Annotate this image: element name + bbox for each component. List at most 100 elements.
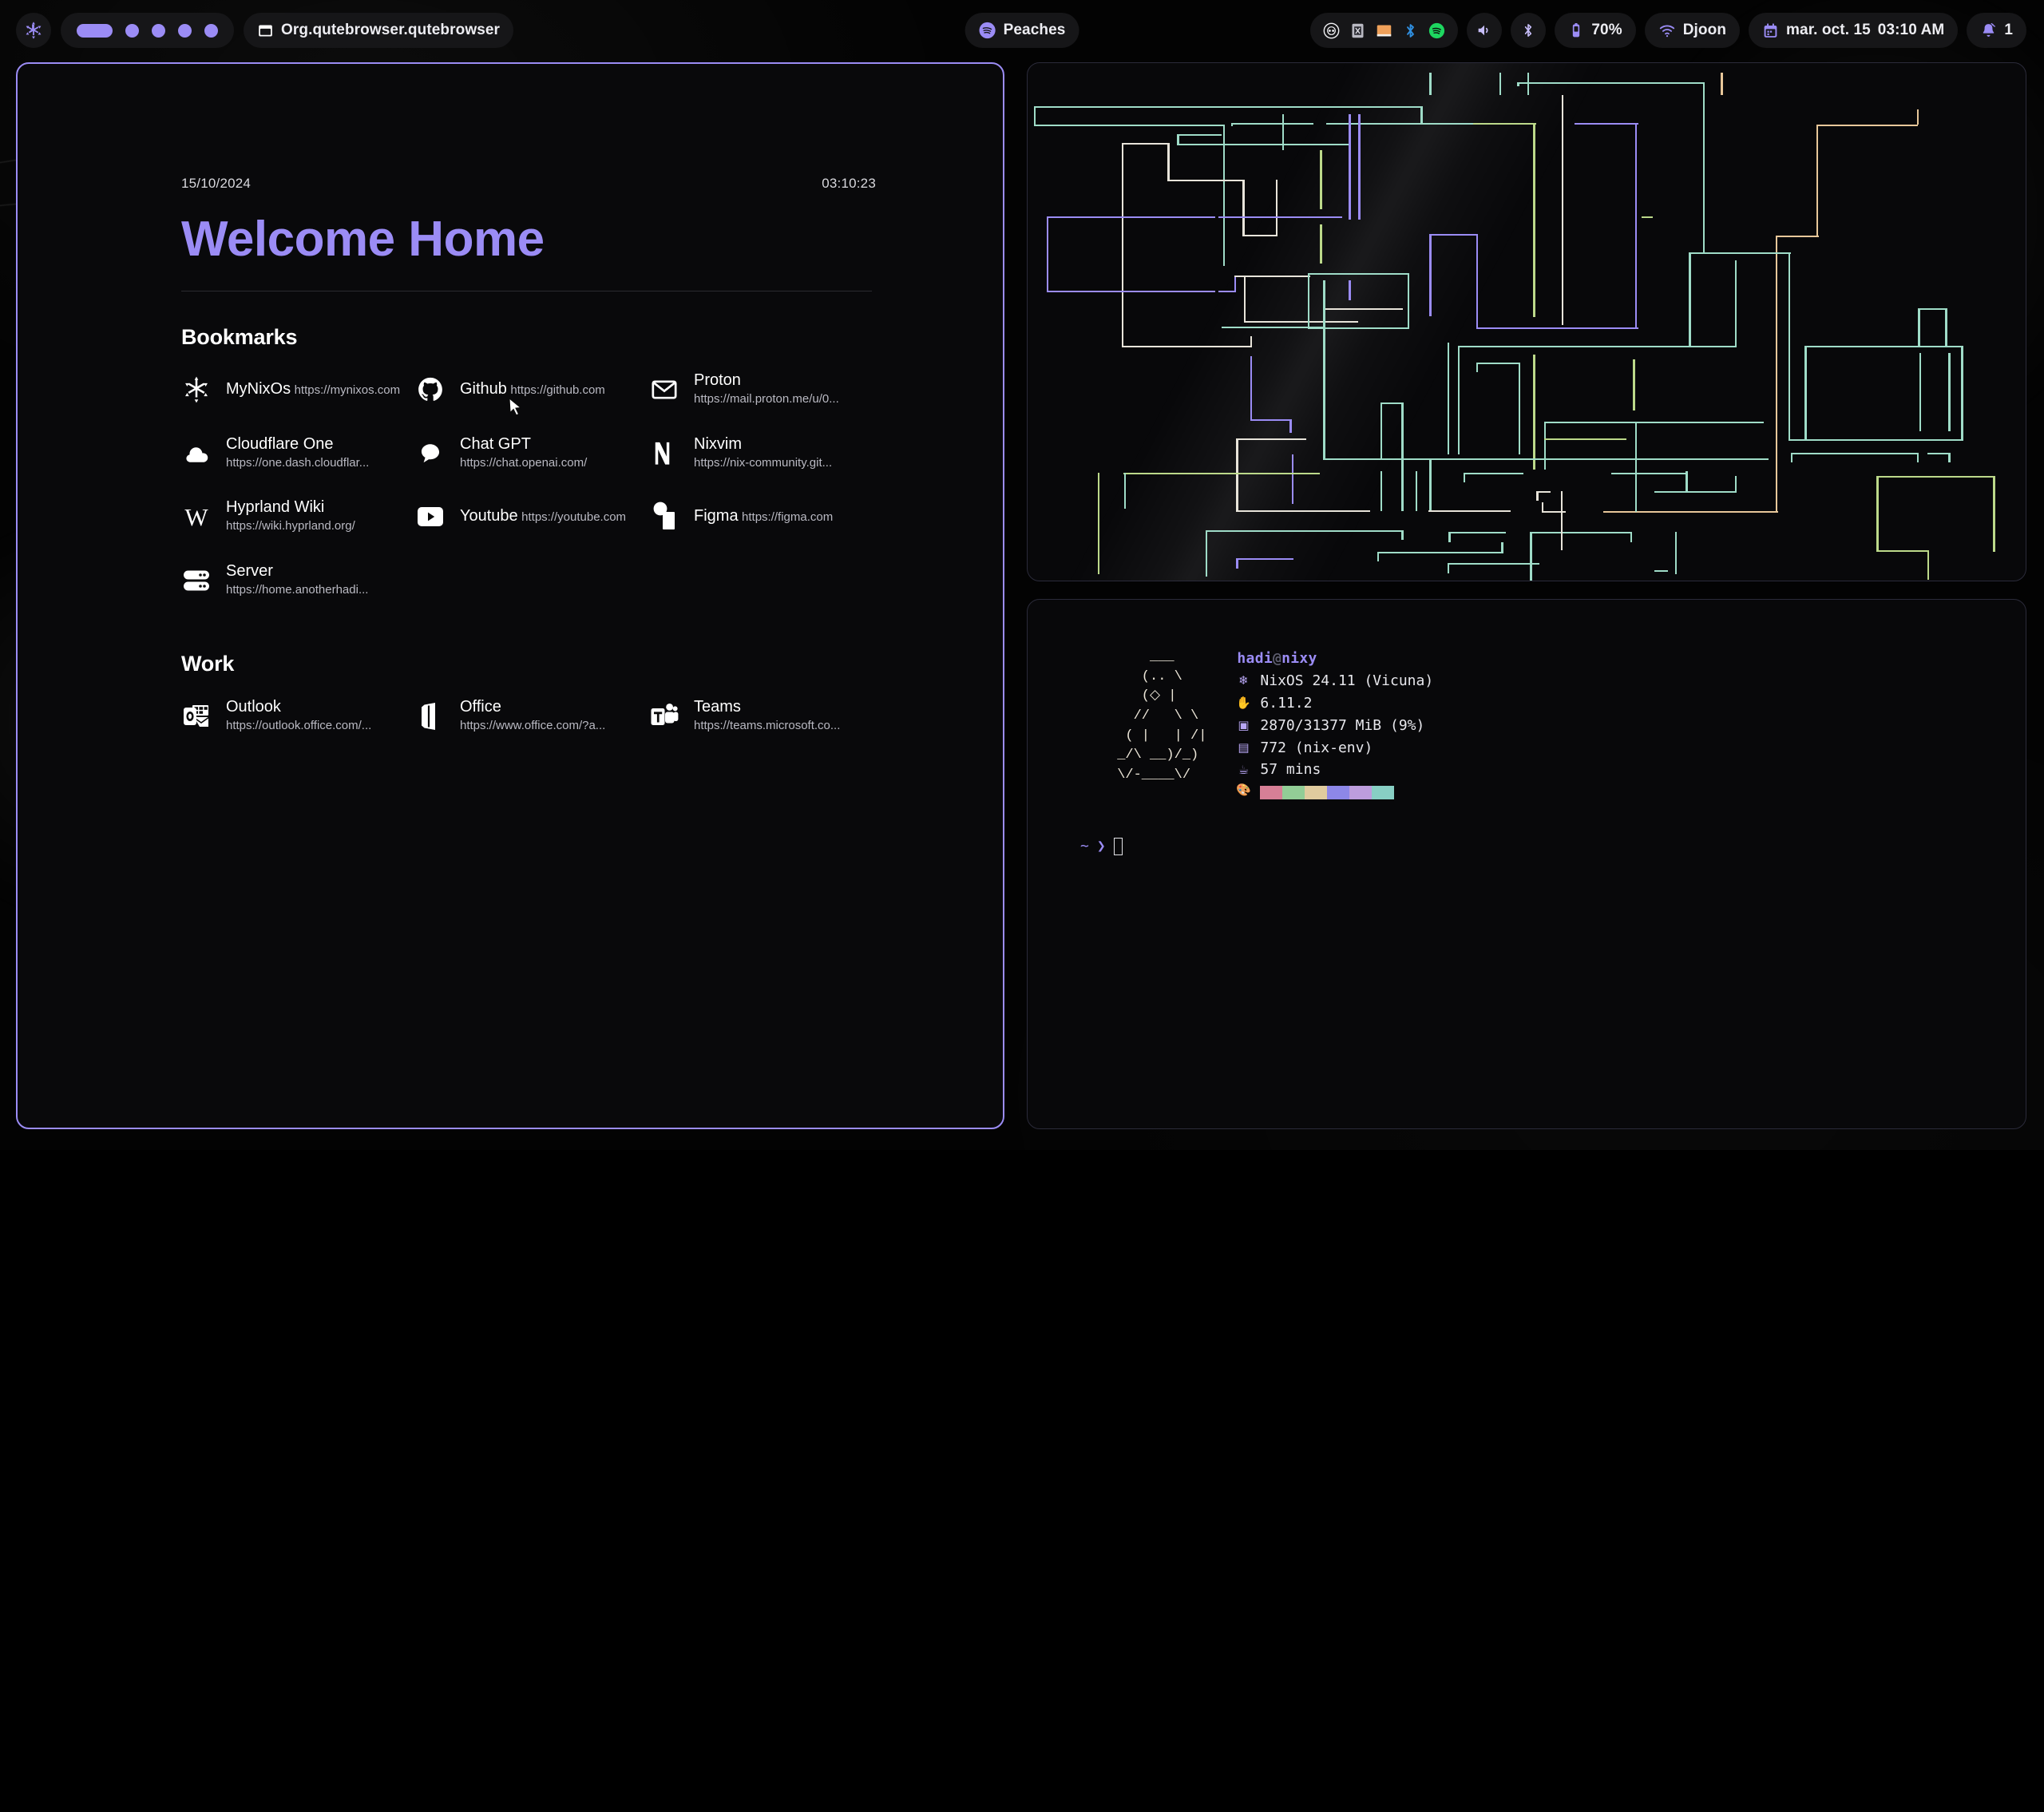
clock-widget[interactable]: mar. oct. 15 03:10 AM [1749, 13, 1958, 48]
system-tray[interactable] [1310, 13, 1458, 48]
launcher-button[interactable] [16, 13, 51, 48]
pipe-segment [1675, 532, 1677, 561]
page-title: Welcome Home [181, 214, 876, 265]
pipe-segment [1377, 552, 1501, 553]
workspace-dot-2[interactable] [125, 24, 139, 38]
app-gray-icon[interactable] [1349, 22, 1366, 39]
battery-indicator[interactable]: 70% [1555, 13, 1635, 48]
pipe-segment [1948, 353, 1950, 432]
bluetooth-icon[interactable] [1402, 22, 1419, 39]
pipe-segment [1561, 491, 1563, 550]
pipe-segment [1408, 273, 1409, 329]
battery-value: 70% [1591, 22, 1622, 39]
pipe-segment [1804, 346, 1806, 439]
pipe-segment [1533, 123, 1535, 317]
pipe-segment [1499, 73, 1501, 96]
bluetooth-button[interactable] [1511, 13, 1546, 48]
speaker-icon [1476, 22, 1493, 39]
bookmark-github[interactable]: Github https://github.com [415, 371, 649, 409]
bookmark-text: Hyprland Wiki https://wiki.hyprland.org/ [226, 498, 415, 536]
pipe-segment [1236, 438, 1238, 511]
pipe-segment [1876, 550, 1928, 552]
pipe-segment [1544, 422, 1546, 470]
bookmark-mynixos[interactable]: MyNixOs https://mynixos.com [181, 371, 415, 409]
pipe-segment [1527, 73, 1529, 96]
cloud-icon [181, 438, 212, 469]
pipe-segment [1250, 336, 1252, 347]
active-window-indicator: Org.qutebrowser.qutebrowser [244, 13, 513, 48]
palette-swatch-1 [1282, 786, 1305, 799]
memory-icon: ▣ [1237, 716, 1250, 735]
pipe-segment [1047, 291, 1215, 292]
pipe-segment [1380, 402, 1382, 458]
bookmark-chat-gpt[interactable]: Chat GPT https://chat.openai.com/ [415, 434, 649, 473]
fastfetch-host: nixy [1281, 650, 1317, 667]
pipe-segment [1544, 422, 1764, 423]
palette-icon: 🎨 [1237, 781, 1250, 799]
section-heading: Work [181, 652, 876, 676]
workspace-dot-5[interactable] [204, 24, 218, 38]
media-circle-icon[interactable] [1323, 22, 1340, 39]
pipe-segment [1776, 236, 1777, 512]
terminal-content[interactable]: ___ (.. \ (◇ | // \ \ ( | | /| _/\ __)/_… [1028, 600, 2026, 1128]
wikipedia-w-icon: W [181, 502, 212, 532]
network-ssid: Djoon [1683, 22, 1726, 39]
pipe-segment [1919, 353, 1921, 432]
mail-envelope-icon [649, 375, 679, 405]
media-widget[interactable]: Peaches [965, 13, 1079, 48]
bookmark-figma[interactable]: Figma https://figma.com [649, 498, 883, 536]
network-indicator[interactable]: Djoon [1645, 13, 1740, 48]
workspace-dot-1[interactable] [77, 24, 113, 38]
pipe-segment [1206, 530, 1207, 577]
window-icon [257, 22, 274, 39]
bookmark-proton[interactable]: Proton https://mail.proton.me/u/0... [649, 371, 883, 409]
color-palette-swatches [1260, 786, 1394, 799]
workspace-dot-3[interactable] [152, 24, 165, 38]
workspace-dot-4[interactable] [178, 24, 192, 38]
wifi-icon [1658, 22, 1676, 39]
terminal-window[interactable]: ___ (.. \ (◇ | // \ \ ( | | /| _/\ __)/_… [1027, 599, 2026, 1129]
bookmark-cloudflare-one[interactable]: Cloudflare One https://one.dash.cloudfla… [181, 434, 415, 473]
pipes-screensaver-window[interactable] [1027, 62, 2026, 581]
spotify-icon[interactable] [1428, 22, 1445, 39]
pipe-segment [1429, 234, 1431, 316]
nixos-ascii-logo: ___ (.. \ (◇ | // \ \ ( | | /| _/\ __)/_… [1109, 648, 1206, 800]
pipe-segment [1308, 273, 1309, 329]
orange-square-icon[interactable] [1376, 22, 1392, 39]
pipe-segment [1308, 273, 1409, 275]
bookmark-server[interactable]: Server https://home.anotherhadi... [181, 561, 415, 600]
bookmark-name: Office [460, 698, 501, 716]
pipe-segment [1788, 439, 1963, 441]
pipe-segment [1517, 82, 1519, 86]
notifications-indicator[interactable]: 1 [1967, 13, 2026, 48]
bookmark-name: Outlook [226, 698, 281, 716]
terminal-cursor[interactable] [1114, 838, 1123, 855]
bookmark-outlook[interactable]: Outlook https://outlook.office.com/... [181, 697, 415, 736]
pipe-segment [1244, 276, 1246, 322]
pipe-segment [1244, 321, 1358, 323]
volume-button[interactable] [1467, 13, 1502, 48]
startpage-date: 15/10/2024 [181, 176, 251, 192]
bookmark-office[interactable]: Office https://www.office.com/?a... [415, 697, 649, 736]
bookmark-nixvim[interactable]: Nixvim https://nix-community.git... [649, 434, 883, 473]
pipe-segment [1530, 532, 1531, 581]
pipe-segment [1633, 359, 1634, 410]
shell-prompt[interactable]: ~ ❯ [1074, 835, 1979, 858]
fastfetch-user: hadi [1237, 650, 1273, 667]
pipe-segment [1689, 252, 1790, 254]
pipe-segment [1349, 280, 1350, 300]
bookmark-url: https://home.anotherhadi... [226, 583, 368, 597]
pipe-segment [1292, 454, 1293, 504]
spotify-icon [979, 22, 996, 39]
pipe-segment [1177, 134, 1178, 145]
workspace-indicator[interactable] [61, 13, 234, 48]
qutebrowser-window[interactable]: 15/10/2024 03:10:23 Welcome Home Bookmar… [16, 62, 1004, 1129]
pipe-segment [1047, 216, 1048, 292]
figma-icon [649, 502, 679, 532]
bookmark-youtube[interactable]: Youtube https://youtube.com [415, 498, 649, 536]
bookmark-teams[interactable]: Teams https://teams.microsoft.co... [649, 697, 883, 736]
bookmark-hyprland-wiki[interactable]: W Hyprland Wiki https://wiki.hyprland.or… [181, 498, 415, 536]
pipe-segment [1429, 73, 1431, 96]
pipe-segment [1776, 236, 1819, 237]
startpage-content: 15/10/2024 03:10:23 Welcome Home Bookmar… [181, 176, 876, 736]
